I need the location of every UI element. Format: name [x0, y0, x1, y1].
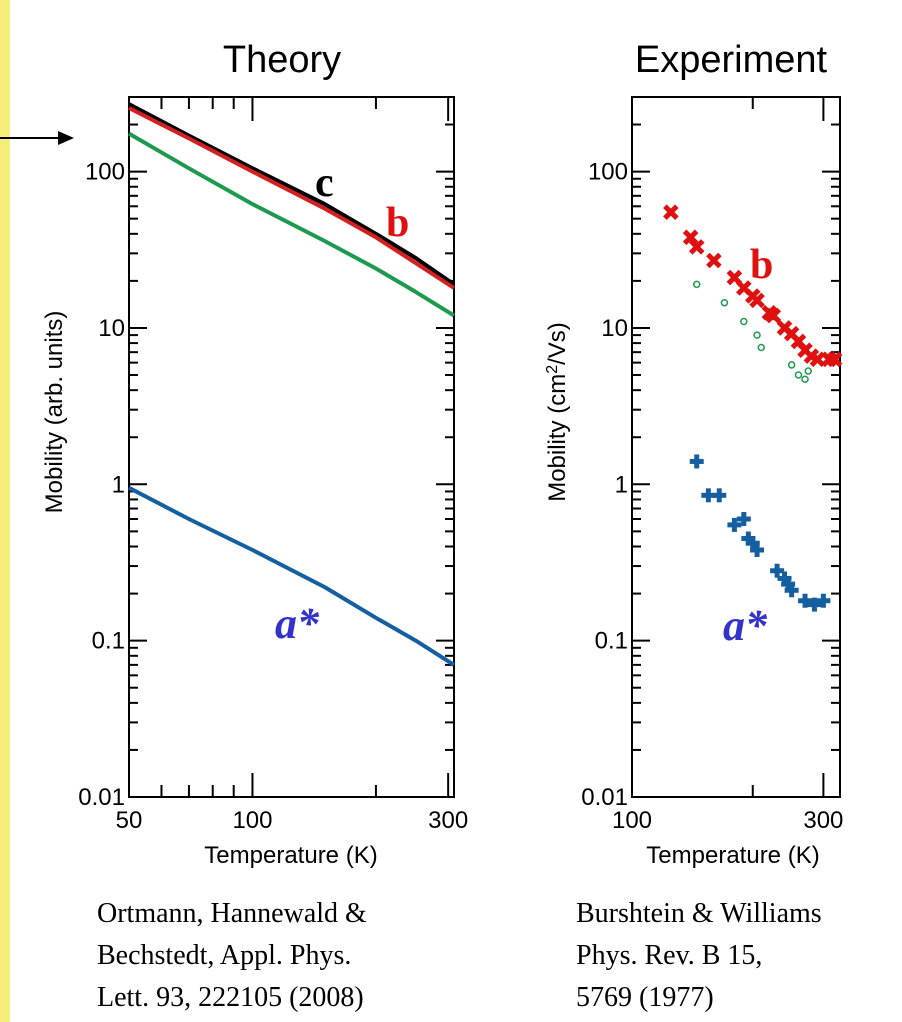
theory-y-axis-label: Mobility (arb. units): [41, 311, 68, 514]
data-point-a-star: [784, 583, 799, 598]
data-point-b: [706, 252, 722, 269]
experiment-label-a-star: a*: [723, 601, 768, 650]
theory-label-b: b: [386, 200, 409, 246]
y-tick-label: 0.01: [581, 784, 628, 811]
data-point-unlabeled: [804, 367, 812, 375]
experiment-label-b: b: [750, 242, 773, 288]
data-point-unlabeled: [720, 298, 729, 307]
series-line-b: [128, 106, 456, 290]
data-point-unlabeled: [753, 331, 761, 339]
data-point-a-star: [689, 454, 704, 469]
data-point-a-star: [736, 511, 751, 526]
series-line-a-star: [128, 486, 456, 667]
theory-plot-frame: [128, 96, 455, 798]
theory-chart: Theory 0.01 0.1 1 10 100 50 100 300 Temperature…: [41, 39, 468, 869]
y-tick-label: 100: [588, 159, 628, 186]
experiment-x-axis-label: Temperature (K): [646, 842, 819, 869]
data-point-unlabeled: [794, 371, 803, 379]
data-point-a-star: [807, 597, 822, 612]
data-point-a-star: [712, 488, 727, 503]
data-point-b: [749, 292, 765, 309]
ylabel-superscript: 2: [544, 365, 561, 374]
y-tick-label: 0.1: [92, 628, 125, 655]
x-tick-label: 100: [612, 807, 652, 834]
y-tick-label: 1: [615, 471, 628, 498]
series-line-c: [128, 102, 456, 287]
data-point-b: [826, 351, 843, 368]
slide-panel: [10, 0, 902, 1022]
data-point-a-star: [798, 593, 813, 608]
pointer-arrow: [0, 131, 74, 145]
data-point-unlabeled: [787, 361, 796, 369]
data-point-b: [765, 307, 782, 324]
data-point-b: [809, 351, 826, 368]
data-point-a-star: [750, 543, 765, 558]
data-point-b: [663, 204, 679, 220]
theory-title: Theory: [223, 39, 341, 81]
y-tick-label: 0.01: [78, 784, 125, 811]
ylabel-part-2: /Vs): [544, 322, 571, 365]
x-tick-label: 100: [232, 807, 272, 834]
data-point-unlabeled: [801, 375, 809, 383]
experiment-title: Experiment: [635, 39, 828, 81]
data-point-b: [688, 239, 705, 255]
theory-label-c: c: [315, 160, 334, 206]
data-point-unlabeled: [740, 317, 748, 326]
y-tick-label: 10: [98, 315, 125, 342]
data-point-a-star: [727, 517, 742, 532]
data-point-unlabeled: [692, 280, 701, 289]
series-line-unlabeled: [127, 131, 456, 318]
data-point-unlabeled: [757, 343, 766, 352]
y-tick-label: 0.1: [595, 628, 628, 655]
experiment-plot-frame: [631, 96, 841, 798]
data-point-a-star: [816, 593, 831, 608]
theory-x-axis-label: Temperature (K): [204, 842, 377, 869]
y-tick-label: 100: [85, 159, 125, 186]
x-tick-label: 300: [428, 807, 468, 834]
ylabel-part-1: Mobility (cm: [544, 374, 571, 502]
citation-right: Burshtein & Williams Phys. Rev. B 15, 57…: [576, 898, 822, 1013]
data-point-a-star: [770, 563, 785, 578]
x-tick-label: 50: [116, 807, 143, 834]
theory-label-a-star: a*: [275, 599, 320, 648]
experiment-chart: Experiment 0.01 0.1 1 10 100 100 300 Temperatu…: [544, 39, 844, 869]
experiment-y-axis-label: Mobility (cm2/Vs): [544, 322, 572, 502]
x-tick-label: 300: [803, 807, 843, 834]
y-tick-label: 10: [601, 315, 628, 342]
y-tick-label: 1: [112, 471, 125, 498]
citation-left: Ortmann, Hannewald & Bechstedt, Appl. Ph…: [97, 898, 367, 1013]
